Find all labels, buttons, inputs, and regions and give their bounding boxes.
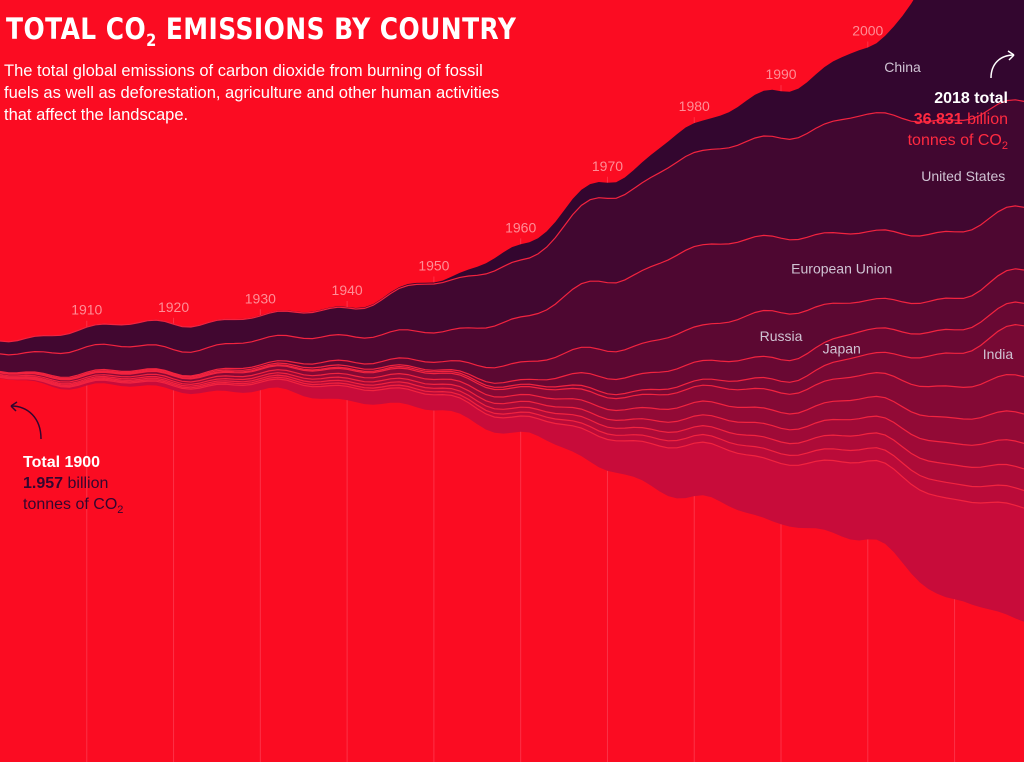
callout-2018-unit-b: tonnes of CO bbox=[907, 132, 1002, 149]
separator-line bbox=[0, 369, 1024, 420]
stream-united-states bbox=[0, 99, 1024, 355]
separator-line bbox=[0, 323, 1024, 396]
label-india: India bbox=[983, 346, 1014, 362]
label-united-states: United States bbox=[921, 168, 1005, 184]
callout-1900-value: 1.957 bbox=[23, 475, 64, 492]
separator-line bbox=[0, 205, 1024, 356]
year-label-2000: 2000 bbox=[852, 22, 883, 38]
country-streams bbox=[0, 0, 1024, 622]
arrow-1900-icon bbox=[10, 401, 42, 440]
year-label-1990: 1990 bbox=[765, 66, 796, 82]
separator-line bbox=[0, 301, 1024, 384]
callout-1900: Total 1900 1.957 billion tonnes of CO2 bbox=[23, 452, 123, 521]
title-rest: EMISSIONS BY COUNTRY bbox=[156, 12, 517, 46]
callout-1900-unit: billion bbox=[63, 475, 109, 492]
callout-1900-unit-line: tonnes of CO2 bbox=[23, 494, 123, 521]
separator-line bbox=[0, 376, 1024, 492]
callout-2018-head: 2018 total bbox=[934, 90, 1008, 107]
year-label-1920: 1920 bbox=[158, 299, 189, 315]
callout-2018-unit-line: tonnes of CO2 bbox=[908, 130, 1008, 157]
callout-2018: 2018 total 36.831 billion tonnes of CO2 bbox=[908, 88, 1008, 157]
label-european-union: European Union bbox=[791, 260, 892, 276]
chart-subtitle: The total global emissions of carbon dio… bbox=[4, 62, 500, 124]
stream-india bbox=[0, 324, 1024, 399]
title-main: TOTAL CO bbox=[6, 12, 147, 46]
stream-other-7 bbox=[0, 369, 1024, 446]
separator-line bbox=[0, 99, 1024, 343]
stream-other-6 bbox=[0, 365, 1024, 420]
stream-china bbox=[0, 0, 1024, 342]
year-label-1930: 1930 bbox=[245, 290, 276, 306]
year-label-1960: 1960 bbox=[505, 219, 536, 235]
country-labels: China United States European Union Russia Ja… bbox=[760, 59, 1014, 362]
title-subscript: 2 bbox=[146, 31, 157, 51]
year-label-1910: 1910 bbox=[71, 302, 102, 318]
callout-1900-value-line: 1.957 billion bbox=[23, 473, 123, 494]
year-label-1980: 1980 bbox=[679, 98, 710, 114]
label-russia: Russia bbox=[760, 328, 803, 344]
year-label-1940: 1940 bbox=[332, 282, 363, 298]
stream-separators bbox=[0, 99, 1024, 509]
callout-2018-value-line: 36.831 billion bbox=[908, 109, 1008, 130]
stream-russia bbox=[0, 268, 1024, 384]
stream-european-union bbox=[0, 205, 1024, 378]
separator-line bbox=[0, 372, 1024, 446]
year-tick-labels: 1910 1920 1930 1940 1950 1960 1970 1980 1990 2000… bbox=[71, 22, 883, 318]
separator-line bbox=[0, 365, 1024, 400]
chart-title: TOTAL CO2 EMISSIONS BY COUNTRY bbox=[6, 12, 516, 51]
stream-other-11 bbox=[0, 377, 1024, 622]
stream-japan bbox=[0, 302, 1024, 395]
separator-line bbox=[0, 374, 1024, 470]
callout-1900-head: Total 1900 bbox=[23, 454, 101, 471]
arrow-2018-icon bbox=[990, 50, 1015, 79]
label-japan: Japan bbox=[823, 340, 861, 356]
year-label-1970: 1970 bbox=[592, 158, 623, 174]
callout-1900-unit-sub: 2 bbox=[117, 504, 124, 517]
callout-2018-unit-sub: 2 bbox=[1001, 140, 1008, 153]
label-china: China bbox=[884, 59, 921, 75]
year-label-1950: 1950 bbox=[418, 257, 449, 273]
callout-2018-value: 36.831 bbox=[913, 111, 963, 128]
callout-1900-unit-b: tonnes of CO bbox=[23, 496, 118, 513]
callout-2018-unit: billion bbox=[962, 111, 1008, 128]
separator-line bbox=[0, 268, 1024, 378]
separator-line bbox=[0, 376, 1024, 509]
